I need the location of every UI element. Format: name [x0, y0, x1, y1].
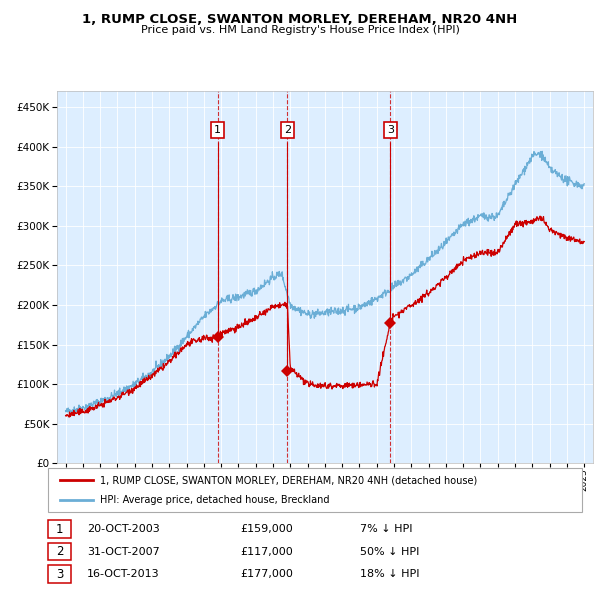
Text: HPI: Average price, detached house, Breckland: HPI: Average price, detached house, Brec… — [100, 495, 330, 504]
Text: 16-OCT-2013: 16-OCT-2013 — [87, 569, 160, 579]
Text: 1: 1 — [214, 124, 221, 135]
Text: £177,000: £177,000 — [240, 569, 293, 579]
Text: 2: 2 — [284, 124, 291, 135]
Text: 20-OCT-2003: 20-OCT-2003 — [87, 525, 160, 534]
Text: 31-OCT-2007: 31-OCT-2007 — [87, 547, 160, 556]
Text: 1, RUMP CLOSE, SWANTON MORLEY, DEREHAM, NR20 4NH (detached house): 1, RUMP CLOSE, SWANTON MORLEY, DEREHAM, … — [100, 476, 478, 485]
Text: £117,000: £117,000 — [240, 547, 293, 556]
Text: 3: 3 — [56, 568, 63, 581]
Text: 1: 1 — [56, 523, 63, 536]
Text: 3: 3 — [387, 124, 394, 135]
Text: 50% ↓ HPI: 50% ↓ HPI — [360, 547, 419, 556]
Text: 18% ↓ HPI: 18% ↓ HPI — [360, 569, 419, 579]
Text: Price paid vs. HM Land Registry's House Price Index (HPI): Price paid vs. HM Land Registry's House … — [140, 25, 460, 35]
Text: 7% ↓ HPI: 7% ↓ HPI — [360, 525, 413, 534]
Text: 2: 2 — [56, 545, 63, 558]
Text: £159,000: £159,000 — [240, 525, 293, 534]
Text: 1, RUMP CLOSE, SWANTON MORLEY, DEREHAM, NR20 4NH: 1, RUMP CLOSE, SWANTON MORLEY, DEREHAM, … — [82, 13, 518, 26]
